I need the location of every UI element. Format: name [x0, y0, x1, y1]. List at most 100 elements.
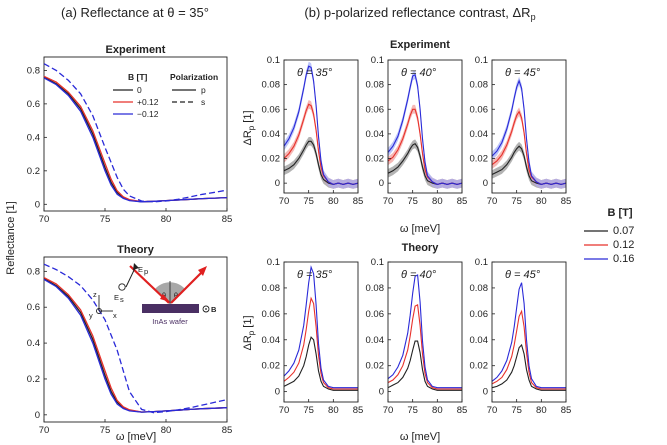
- panel-b-theory-1-ytick-label: 0.04: [366, 335, 385, 346]
- panel-b-theory-2-curve-0: [491, 343, 566, 391]
- panel-a-theory-subtitle: Theory: [117, 244, 155, 256]
- legend-b-field-label: 0.12: [613, 239, 634, 251]
- panel-a-theory-ytick-label: 0.4: [27, 338, 40, 349]
- panel-a-exp-xtick-label: 75: [100, 214, 111, 225]
- panel-b-theory-2-xtick-label: 85: [561, 405, 572, 416]
- panel-b-theory-2-angle-label: θ = 45°: [505, 269, 541, 281]
- panel-b-exp-0-curve-2: [283, 65, 359, 185]
- panel-b-theory-2-ytick-label: 0.02: [470, 361, 489, 372]
- panel-b-theory-1-frame: [387, 261, 463, 403]
- b-field-dot: [205, 308, 207, 310]
- panel-b-theory-1-curve-0: [387, 340, 462, 391]
- panel-b-exp-2-xtick-label: 85: [561, 196, 572, 207]
- panel-a-theory-ytick-label: 0.2: [27, 374, 40, 385]
- panel-a-exp-ytick-label: 0.4: [27, 132, 40, 143]
- panel-b-theory-0-ytick-label: 0: [275, 387, 280, 398]
- panel-b-theory-2-xtick-label: 80: [536, 405, 547, 416]
- panel-b-exp-2-xtick-label: 75: [511, 196, 522, 207]
- panel-a-theory-xtick-label: 75: [100, 425, 111, 436]
- panel-b-exp-0-ytick-label: 0.1: [267, 55, 280, 66]
- panel-a-exp-p-curve-1: [43, 75, 228, 203]
- legend-b-field-label: 0.16: [613, 253, 634, 265]
- legend-b-field-title: B [T]: [607, 207, 632, 219]
- panel-b-theory-1-ytick-label: 0.06: [366, 309, 385, 320]
- panel-b-theory-0-xtick-label: 70: [279, 405, 290, 416]
- panel-b-exp-xlabel: ω [meV]: [400, 223, 440, 235]
- panel-b-exp-0-ytick-label: 0.06: [262, 104, 281, 115]
- inas-wafer: [142, 304, 199, 313]
- es-symbol: [118, 283, 126, 291]
- panel-b-exp-1-ytick-label: 0.04: [366, 129, 385, 140]
- panel-a-theory-xtick-label: 85: [222, 425, 233, 436]
- panel-b-theory-0-xtick-label: 85: [353, 405, 364, 416]
- panel-b-exp-0-frame: [283, 59, 359, 194]
- wafer-label: InAs wafer: [152, 317, 188, 326]
- panel-b-exp-1-band-0: [388, 139, 462, 189]
- es-label: E: [114, 293, 119, 302]
- es-sub: s: [120, 295, 124, 304]
- panel-b-exp-1-ytick-label: 0.02: [366, 154, 385, 165]
- panel-b-exp-1-frame: [387, 59, 463, 194]
- panel-b-theory-2-ytick-label: 0.06: [470, 309, 489, 320]
- panel-a-exp-ytick-label: 0.6: [27, 99, 40, 110]
- panel-b-exp-0-ytick-label: 0: [275, 178, 280, 189]
- legend-pol-label: p: [201, 85, 206, 95]
- panel-b-exp-0-ytick-label: 0.08: [262, 80, 281, 91]
- panel-b-exp-1-ytick-label: 0.06: [366, 104, 385, 115]
- panel-b-exp-1-xtick-label: 85: [457, 196, 468, 207]
- panel-a-theory-p-curve-1: [43, 277, 228, 413]
- panel-b-theory-1-ytick-label: 0: [379, 387, 384, 398]
- panel-b-exp-1-xtick-label: 70: [383, 196, 394, 207]
- panel-b-theory-2-ytick-label: 0: [483, 387, 488, 398]
- panel-a-exp-frame: [43, 56, 228, 212]
- panel-b-theory-0-curve-0: [283, 336, 358, 391]
- panel-b-theory-1-xtick-label: 70: [383, 405, 394, 416]
- panel-a-exp-xtick-label: 80: [161, 214, 172, 225]
- panel-a-theory-p-curve-2: [43, 278, 228, 413]
- panel-b-theory-2-ytick-label: 0.08: [470, 283, 489, 294]
- panel-a-exp-p-curve-2: [43, 77, 228, 203]
- z-label: z: [93, 290, 97, 299]
- panel-a-theory-ytick-label: 0.8: [27, 266, 40, 277]
- panel-b-exp-0-xtick-label: 75: [303, 196, 314, 207]
- panel-b-exp-1-angle-label: θ = 40°: [401, 67, 437, 79]
- legend-b-label: +0.12: [137, 97, 159, 107]
- panel-b-exp-0-angle-label: θ = 35°: [297, 67, 333, 79]
- panel-b-exp-1-xtick-label: 80: [432, 196, 443, 207]
- panel-b-exp-subtitle: Experiment: [390, 39, 450, 51]
- panel-a-exp-s-curve: [43, 63, 228, 203]
- panel-b-exp-0-xtick-label: 70: [279, 196, 290, 207]
- panel-b-theory-ylabel: ΔRp [1]: [242, 315, 256, 350]
- panel-b-theory-1-xtick-label: 80: [432, 405, 443, 416]
- panel-b-theory-xlabel: ω [meV]: [400, 431, 440, 443]
- panel-a-theory-frame: [43, 256, 228, 423]
- ep-sub: p: [144, 267, 148, 276]
- reflected-arrowhead: [198, 266, 207, 276]
- y-label: y: [89, 311, 93, 320]
- panel-a-exp-ytick-label: 0.8: [27, 65, 40, 76]
- panel-b-theory-0-ytick-label: 0.02: [262, 361, 281, 372]
- panel-a-exp-ytick-label: 0: [35, 199, 40, 210]
- panel-b-exp-2-curve-2: [491, 79, 567, 185]
- panel-b-theory-0-ytick-label: 0.04: [262, 335, 281, 346]
- panel-a-theory-xtick-label: 70: [39, 425, 50, 436]
- panel-b-theory-2-ytick-label: 0.1: [475, 257, 488, 268]
- panel-a-xlabel: ω [meV]: [116, 431, 156, 443]
- legend-b-label: −0.12: [137, 109, 159, 119]
- legend-b-title: B [T]: [128, 72, 148, 82]
- panel-b-theory-1-ytick-label: 0.1: [371, 257, 384, 268]
- inset-diagram: InAs waferθθEpEszyxB: [89, 263, 217, 326]
- panel-b-theory-0-ytick-label: 0.06: [262, 309, 281, 320]
- panel-b-exp-1-xtick-label: 75: [407, 196, 418, 207]
- panel-b-theory-1-xtick-label: 75: [407, 405, 418, 416]
- panel-a-theory-s-curve: [43, 263, 228, 414]
- panel-b-theory-0-ytick-label: 0.08: [262, 283, 281, 294]
- panel-b-exp-1-ytick-label: 0: [379, 178, 384, 189]
- panel-a-exp-subtitle: Experiment: [106, 44, 166, 56]
- panel-b-exp-ylabel: ΔRp [1]: [242, 110, 256, 145]
- panel-a-exp-ytick-label: 0.2: [27, 166, 40, 177]
- legend-b-label: 0: [137, 85, 142, 95]
- panel-b-theory-0-ytick-label: 0.1: [267, 257, 280, 268]
- b-field-label: B: [211, 305, 217, 314]
- ep-arrowhead: [133, 263, 139, 270]
